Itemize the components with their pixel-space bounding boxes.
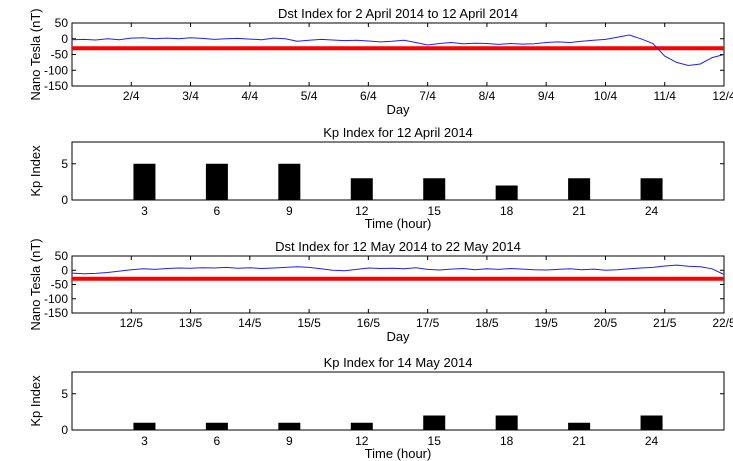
x-tick-label: 11/4 xyxy=(653,89,676,103)
x-tick-label: 10/4 xyxy=(594,89,618,103)
kp-bar xyxy=(495,185,518,200)
x-tick-label: 6/4 xyxy=(360,89,377,103)
kp-bar xyxy=(423,178,446,200)
kp-bar xyxy=(568,178,591,200)
y-tick-label: 5 xyxy=(61,387,68,401)
dst-series-line xyxy=(71,34,725,67)
chart-title: Dst Index for 2 April 2014 to 12 April 2… xyxy=(278,6,518,21)
x-axis-label: Day xyxy=(386,329,410,344)
x-tick-label: 24 xyxy=(645,434,659,448)
plot-area xyxy=(71,22,725,87)
x-tick-label: 14/5 xyxy=(238,316,262,330)
x-tick-label: 18 xyxy=(500,204,514,218)
x-tick-label: 3 xyxy=(141,434,148,448)
x-tick-label: 18/5 xyxy=(475,316,499,330)
chart-title: Kp Index for 12 April 2014 xyxy=(323,125,473,140)
kp-bar xyxy=(640,178,663,200)
x-tick-label: 3 xyxy=(141,204,148,218)
y-tick-label: -100 xyxy=(44,292,68,306)
y-tick-label: 50 xyxy=(55,249,69,263)
kp-bar xyxy=(133,163,156,200)
chart-panel-4: Kp Index for 14 May 2014 0 5 3 6 9 12 15 18 21 24 T… xyxy=(28,355,725,461)
x-tick-label: 13/5 xyxy=(179,316,203,330)
x-tick-label: 16/5 xyxy=(357,316,381,330)
x-tick-label: 3/4 xyxy=(182,89,199,103)
y-tick-label: -100 xyxy=(44,63,68,77)
x-tick-label: 17/5 xyxy=(416,316,440,330)
chart-title: Dst Index for 12 May 2014 to 22 May 2014 xyxy=(275,239,521,254)
x-tick-label: 8/4 xyxy=(479,89,496,103)
x-tick-label: 12/5 xyxy=(120,316,144,330)
chart-title: Kp Index for 14 May 2014 xyxy=(324,355,473,370)
plot-area xyxy=(71,371,725,431)
x-tick-label: 20/5 xyxy=(594,316,618,330)
x-tick-label: 19/5 xyxy=(535,316,559,330)
x-tick-label: 12 xyxy=(355,434,369,448)
x-tick-label: 9 xyxy=(286,204,293,218)
x-tick-label: 9 xyxy=(286,434,293,448)
x-tick-label: 15 xyxy=(428,204,442,218)
kp-bar xyxy=(495,415,518,430)
y-tick-label: 5 xyxy=(61,157,68,171)
y-axis-label: Nano Tesla (nT) xyxy=(28,8,43,100)
y-axis-label: Nano Tesla (nT) xyxy=(28,238,43,330)
x-tick-label: 15 xyxy=(428,434,442,448)
x-tick-label: 12/4 xyxy=(712,89,733,103)
x-tick-label: 12 xyxy=(355,204,369,218)
x-tick-label: 15/5 xyxy=(297,316,321,330)
x-axis-label: Time (hour) xyxy=(365,216,432,231)
y-tick-label: -50 xyxy=(51,278,69,292)
y-tick-label: 0 xyxy=(61,423,68,437)
x-axis-label: Day xyxy=(386,102,410,117)
y-tick-label: 0 xyxy=(61,263,68,277)
x-tick-label: 24 xyxy=(645,204,659,218)
y-tick-label: -150 xyxy=(44,79,68,93)
plot-area xyxy=(71,255,725,314)
x-tick-label: 22/5 xyxy=(712,316,733,330)
kp-bar xyxy=(278,163,301,200)
y-tick-label: -150 xyxy=(44,306,68,320)
x-tick-label: 21 xyxy=(572,434,586,448)
x-tick-label: 21/5 xyxy=(653,316,677,330)
y-tick-label: 0 xyxy=(61,193,68,207)
chart-panel-2: Kp Index for 12 April 2014 0 5 3 6 9 12 15 18 21 2… xyxy=(28,125,725,231)
kp-bar xyxy=(423,415,446,430)
x-tick-label: 6 xyxy=(214,204,221,218)
chart-panel-1: Dst Index for 2 April 2014 to 12 April 2… xyxy=(28,6,733,117)
kp-bar xyxy=(640,415,663,430)
y-axis-label: Kp Index xyxy=(28,145,43,197)
x-tick-label: 7/4 xyxy=(419,89,436,103)
y-axis-label: Kp Index xyxy=(28,375,43,427)
dst-series-line xyxy=(71,264,725,275)
x-tick-label: 21 xyxy=(572,204,586,218)
x-tick-label: 9/4 xyxy=(538,89,555,103)
chart-panel-3: Dst Index for 12 May 2014 to 22 May 2014… xyxy=(28,238,733,344)
kp-bar xyxy=(350,178,373,200)
y-tick-label: 0 xyxy=(61,32,68,46)
y-tick-label: 50 xyxy=(55,16,69,30)
plot-area xyxy=(71,141,725,201)
x-tick-label: 2/4 xyxy=(123,89,140,103)
x-tick-label: 6 xyxy=(214,434,221,448)
kp-bar xyxy=(205,163,228,200)
x-tick-label: 4/4 xyxy=(241,89,258,103)
y-tick-label: -50 xyxy=(51,48,69,62)
x-tick-label: 5/4 xyxy=(301,89,318,103)
x-tick-label: 18 xyxy=(500,434,514,448)
x-axis-label: Time (hour) xyxy=(365,446,432,461)
